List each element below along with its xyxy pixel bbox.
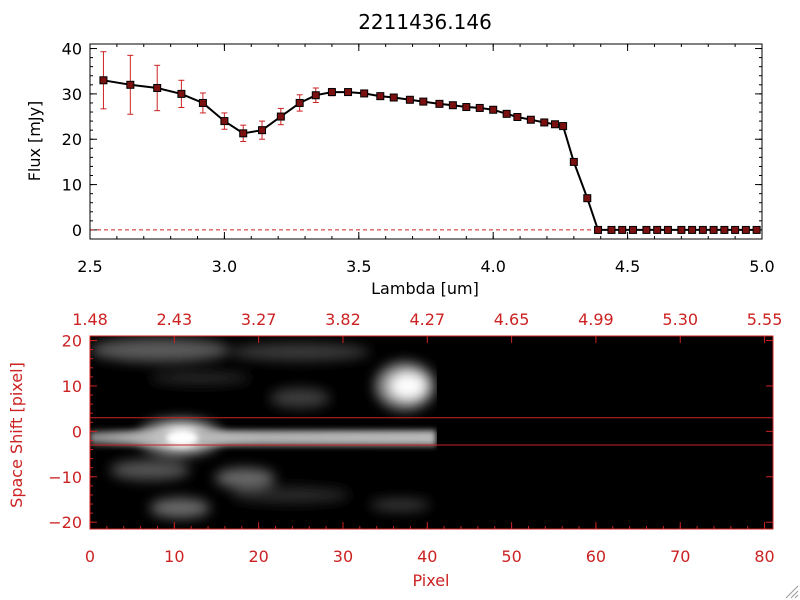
data-point: [559, 122, 568, 131]
spectrum-line: [103, 79, 757, 231]
spectrum-frame: [89, 43, 763, 240]
image-panel: 0 1.48 10 2.43 20 3.27 30 3.82 40 4.27 50 4.65 60 4.9…: [7, 310, 782, 590]
spectrum-x-tick-label: 2.5: [77, 257, 102, 276]
image-y-tick-label: −10: [48, 468, 82, 487]
spectrum-y-label: Flux [mJy]: [25, 101, 44, 182]
data-point: [594, 225, 603, 234]
data-point: [448, 101, 457, 110]
spectrum-data: [90, 51, 762, 234]
data-point: [688, 225, 697, 234]
image-x-tick-label: 10: [164, 547, 184, 566]
image-x-tick-label: 60: [586, 547, 606, 566]
data-point: [360, 89, 369, 98]
data-point: [502, 109, 511, 118]
spectrum-x-tick-label: 5.0: [749, 257, 774, 276]
image-x-tick-label: 0: [85, 547, 95, 566]
image-ticks: 0 1.48 10 2.43 20 3.27 30 3.82 40 4.27 50 4.65 60 4.9…: [48, 310, 782, 566]
resize-grip-icon[interactable]: [785, 585, 799, 599]
data-point: [475, 103, 484, 112]
data-point: [258, 126, 267, 135]
data-point: [752, 225, 761, 234]
image-top-axis-label: 2.43: [157, 310, 193, 329]
data-point: [462, 103, 471, 112]
aperture-lines: [90, 417, 773, 446]
data-point: [653, 225, 662, 234]
data-point: [569, 157, 578, 166]
data-point: [583, 194, 592, 203]
data-point: [741, 225, 750, 234]
image-x-tick-label: 70: [670, 547, 690, 566]
spectrum-y-tick-label: 30: [62, 85, 82, 104]
image-top-axis-label: 3.82: [325, 310, 361, 329]
data-point: [628, 225, 637, 234]
data-point: [311, 91, 320, 100]
chart-title: 2211436.146: [358, 10, 492, 34]
data-point: [220, 117, 229, 126]
data-point: [276, 112, 285, 121]
spectrum-x-tick-label: 3.0: [212, 257, 237, 276]
spectrum-image: [90, 336, 773, 529]
data-point: [731, 225, 740, 234]
image-frame: [89, 335, 774, 530]
spectrum-y-tick-label: 40: [62, 40, 82, 59]
spectrum-panel: 2211436.146 2.5 3.0 3.5 4.0 4.5 5.0010203040 …: [25, 10, 775, 298]
spectrum-x-tick-label: 3.5: [346, 257, 371, 276]
data-point: [720, 225, 729, 234]
spectrum-x-label: Lambda [um]: [371, 279, 479, 298]
image-y-tick-label: 10: [62, 377, 82, 396]
image-y-tick-label: −20: [48, 513, 82, 532]
image-y-tick-label: 20: [62, 332, 82, 351]
spectrum-y-tick-label: 10: [62, 176, 82, 195]
spectrum-ticks: 2.5 3.0 3.5 4.0 4.5 5.0 0 10 20 30 40: [62, 40, 775, 276]
data-point: [376, 92, 385, 101]
data-point: [551, 120, 560, 129]
data-point: [663, 225, 672, 234]
data-point: [405, 95, 414, 104]
data-point: [709, 225, 718, 234]
spectrum-y-tick-label: 0: [72, 221, 82, 240]
data-point: [389, 93, 398, 102]
data-point: [177, 89, 186, 98]
data-point: [513, 113, 522, 122]
data-point: [618, 225, 627, 234]
data-point: [677, 225, 686, 234]
image-trace: [90, 430, 436, 446]
spectrum-x-tick-label: 4.0: [480, 257, 505, 276]
data-point: [153, 83, 162, 92]
data-point: [698, 225, 707, 234]
data-point: [435, 99, 444, 108]
data-point: [526, 115, 535, 124]
data-point: [327, 88, 336, 97]
image-x-tick-label: 40: [417, 547, 437, 566]
image-top-axis-label: 4.27: [409, 310, 445, 329]
spectrum-x-tick-label: 4.5: [615, 257, 640, 276]
data-point: [126, 80, 135, 89]
data-point: [239, 129, 248, 138]
data-point: [99, 76, 108, 85]
image-top-axis-label: 1.48: [72, 310, 108, 329]
spectrum-y-tick-label: 20: [62, 130, 82, 149]
data-point: [642, 225, 651, 234]
image-top-axis-label: 5.55: [747, 310, 783, 329]
image-y-tick-label: 0: [72, 422, 82, 441]
data-point: [295, 98, 304, 107]
image-y-label: Space Shift [pixel]: [7, 362, 26, 508]
image-x-label: Pixel: [412, 571, 449, 590]
image-x-tick-label: 30: [333, 547, 353, 566]
image-top-axis-label: 3.27: [241, 310, 277, 329]
data-point: [344, 88, 353, 97]
image-top-axis-label: 5.30: [662, 310, 698, 329]
data-point: [198, 98, 207, 107]
image-top-axis-label: 4.65: [494, 310, 530, 329]
data-point: [540, 118, 549, 127]
data-point: [489, 105, 498, 114]
data-point: [607, 225, 616, 234]
image-x-tick-label: 20: [248, 547, 268, 566]
image-x-tick-label: 50: [501, 547, 521, 566]
data-point: [419, 97, 428, 106]
image-top-axis-label: 4.99: [578, 310, 614, 329]
image-x-tick-label: 80: [754, 547, 774, 566]
